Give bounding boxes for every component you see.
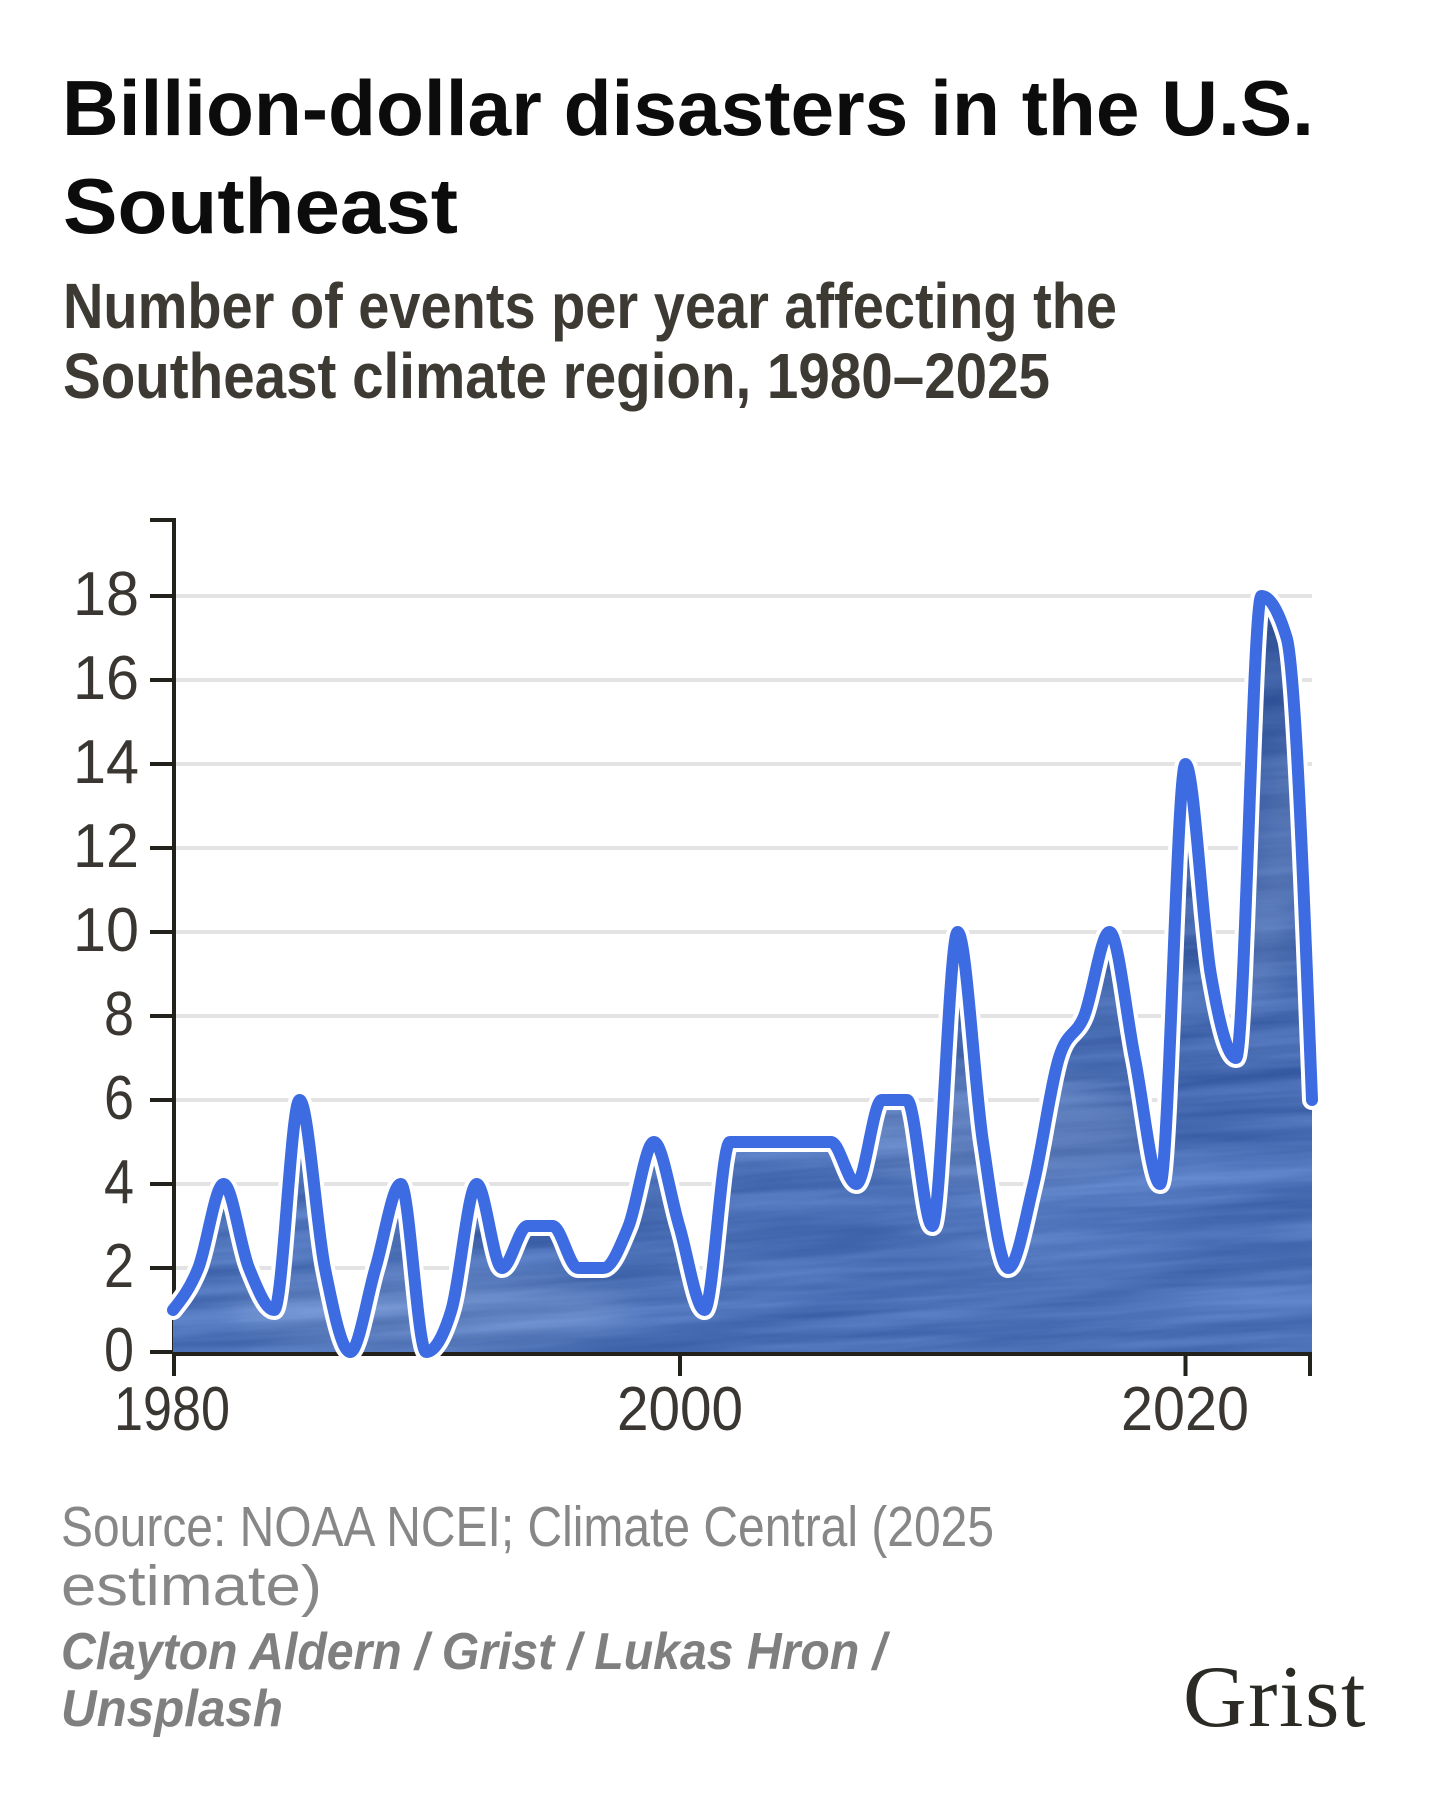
svg-text:18: 18 — [73, 560, 139, 629]
svg-text:Number of events per year affe: Number of events per year affecting the — [63, 270, 1117, 342]
svg-text:Unsplash: Unsplash — [61, 1680, 283, 1738]
svg-text:2: 2 — [104, 1232, 134, 1301]
svg-text:estimate): estimate) — [61, 1554, 322, 1618]
svg-text:Source: NOAA NCEI; Climate Cen: Source: NOAA NCEI; Climate Central (2025 — [61, 1495, 994, 1559]
svg-text:14: 14 — [73, 728, 139, 797]
svg-text:4: 4 — [104, 1148, 134, 1217]
svg-text:6: 6 — [104, 1064, 134, 1133]
svg-text:2000: 2000 — [617, 1375, 743, 1444]
svg-text:Clayton Aldern / Grist / Lukas: Clayton Aldern / Grist / Lukas Hron / — [61, 1623, 891, 1681]
svg-text:10: 10 — [73, 896, 139, 965]
svg-text:Grist: Grist — [1183, 1649, 1367, 1746]
svg-text:12: 12 — [73, 812, 139, 881]
svg-text:2020: 2020 — [1121, 1375, 1249, 1444]
svg-text:Southeast climate region, 1980: Southeast climate region, 1980–2025 — [63, 340, 1050, 412]
svg-text:8: 8 — [104, 980, 134, 1049]
svg-text:0: 0 — [104, 1316, 134, 1385]
svg-text:Billion-dollar disasters in th: Billion-dollar disasters in the U.S. — [62, 64, 1314, 152]
svg-text:Southeast: Southeast — [63, 162, 458, 250]
svg-text:16: 16 — [73, 644, 139, 713]
svg-text:1980: 1980 — [114, 1375, 230, 1444]
